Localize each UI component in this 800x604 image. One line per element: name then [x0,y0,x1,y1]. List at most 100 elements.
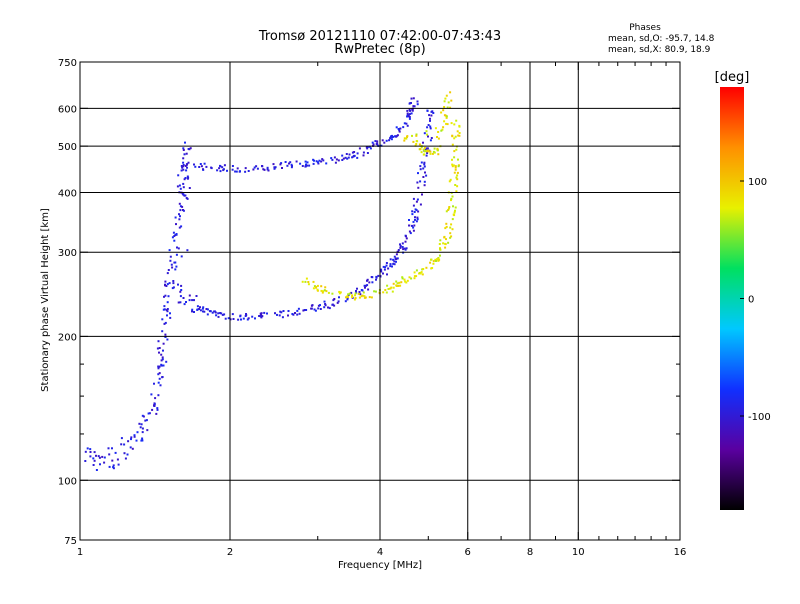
echo-point [123,443,126,446]
echo-point [422,141,424,144]
echo-point [181,166,184,169]
echo-point [447,208,450,211]
echo-point [217,315,220,318]
echo-point [215,314,218,317]
echo-point [426,152,429,154]
echo-point [324,303,327,305]
echo-point [181,205,184,208]
echo-point [347,156,350,159]
echo-point [186,175,189,178]
echo-point [157,394,160,397]
echo-point [433,147,436,150]
echo-point [391,134,393,137]
echo-point [133,434,136,437]
echo-point [417,186,420,189]
echo-point [457,165,460,168]
echo-point [130,438,132,441]
echo-point [438,258,441,261]
echo-point [408,230,411,233]
echo-point [239,170,241,173]
echo-point [221,313,224,316]
echo-point [408,117,411,120]
y-tick-label: 100 [58,476,77,487]
echo-point [366,279,368,282]
echo-point [446,106,449,109]
echo-point [333,298,336,300]
echo-point [409,109,412,112]
echo-point [231,165,234,167]
echo-point [393,260,396,263]
echo-point [366,147,369,150]
echo-point [171,266,174,269]
echo-point [161,330,164,333]
echo-point [262,168,265,171]
echo-point [224,317,227,320]
echo-point [165,285,168,287]
echo-point [412,226,415,229]
echo-point [448,180,451,183]
echo-point [251,315,254,318]
echo-point [199,306,201,309]
echo-point [356,156,359,159]
echo-point [170,263,173,266]
echo-point [421,273,424,276]
echo-point [219,170,222,173]
echo-point [393,263,396,266]
echo-point [191,299,194,302]
echo-point [136,431,139,434]
echo-point [408,113,411,116]
echo-point [423,163,426,166]
echo-point [412,97,415,100]
echo-point [451,165,454,168]
y-tick-label: 600 [58,104,77,115]
echo-point [455,190,458,193]
stats-x-mode: mean, sd,X: 80.9, 18.9 [608,45,711,55]
echo-point [386,284,389,287]
echo-point [304,160,307,163]
x-tick-label: 16 [674,547,687,558]
echo-point [392,286,395,289]
echo-point [415,269,418,272]
echo-point [445,225,448,228]
echo-point [415,220,418,223]
echo-point [351,156,354,159]
echo-point [287,310,290,312]
echo-point [353,151,356,153]
echo-point [420,161,423,164]
echo-point [156,347,159,350]
echo-point [174,216,177,219]
echo-point [389,137,392,140]
echo-point [321,158,324,161]
echo-point [226,169,228,172]
echo-point [447,101,450,104]
echo-point [111,447,113,450]
echo-point [161,318,164,321]
echo-point [165,360,168,363]
echo-point [445,122,448,125]
echo-point [166,301,169,304]
echo-point [396,134,399,137]
echo-point [155,412,158,415]
echo-point [103,456,106,459]
echo-point [415,140,418,143]
echo-point [454,184,457,186]
echo-point [429,150,432,153]
echo-point [101,455,104,458]
echo-point [403,122,406,125]
echo-point [177,301,180,304]
echo-point [313,308,316,311]
echo-point [362,154,365,157]
echo-point [206,313,209,316]
echo-point [331,303,334,306]
echo-point [182,193,185,196]
echo-point [375,143,378,145]
echo-point [412,105,415,108]
echo-point [244,167,247,170]
echo-point [437,153,440,156]
echo-point [413,224,416,227]
echo-point [141,439,144,442]
echo-point [266,168,269,171]
echo-point [141,414,144,417]
echo-point [296,313,299,316]
echo-point [430,137,433,139]
